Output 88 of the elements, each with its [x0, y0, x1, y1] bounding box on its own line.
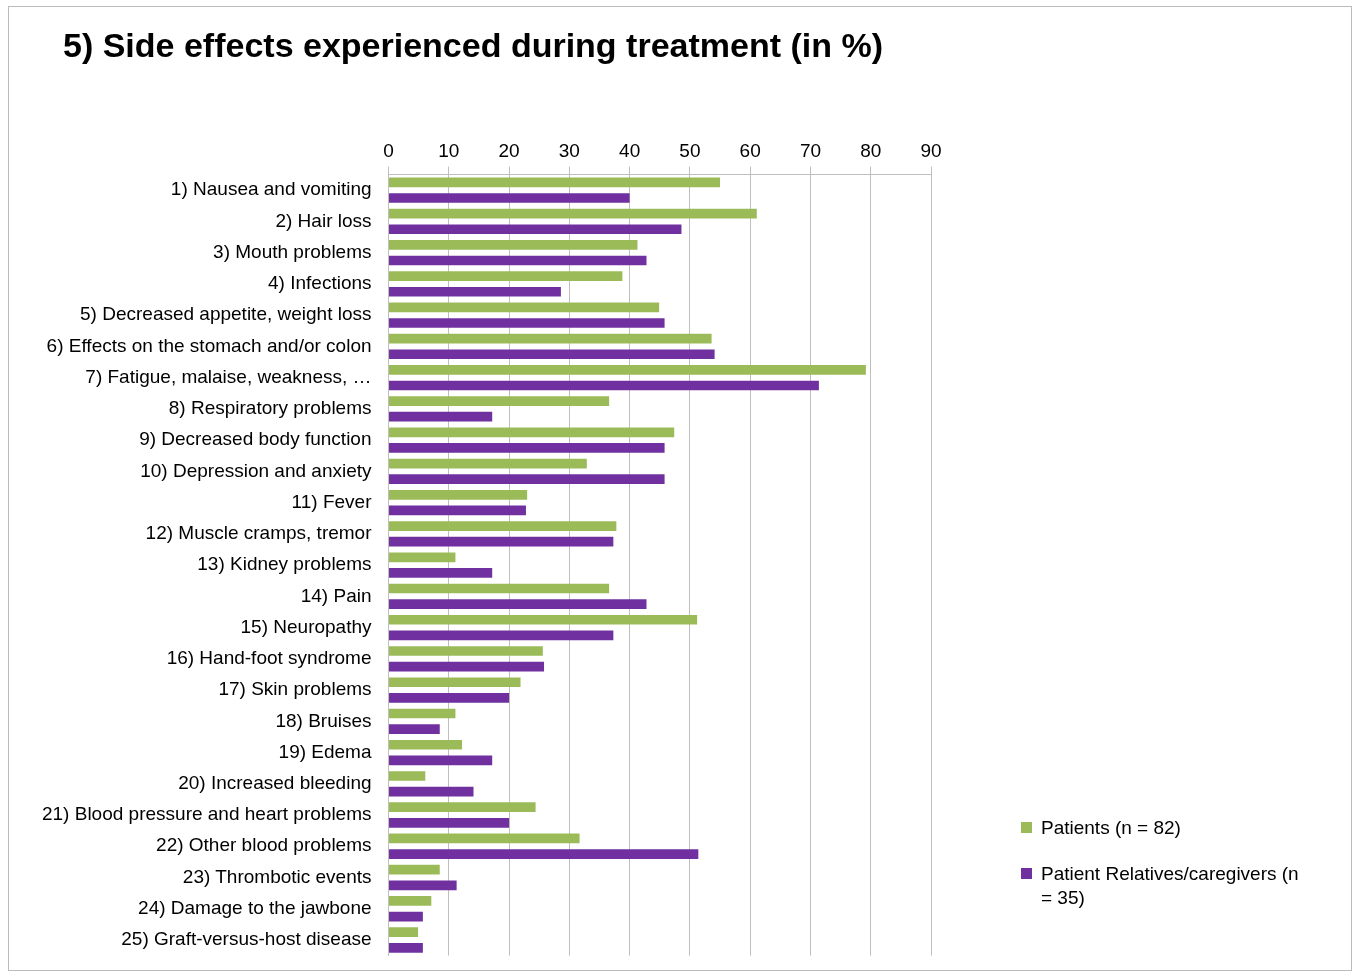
y-tick-label: 1) Nausea and vomiting — [170, 178, 372, 200]
bar — [389, 474, 665, 485]
bar — [389, 458, 587, 469]
bar — [389, 911, 423, 922]
bar — [389, 708, 456, 719]
y-tick-label: 12) Muscle cramps, tremor — [145, 522, 373, 544]
bar — [389, 896, 432, 906]
y-tick-label: 25) Graft-versus-host disease — [121, 928, 372, 950]
bar — [389, 568, 493, 578]
bar — [389, 864, 440, 875]
y-tick-label: 20) Increased bleeding — [178, 772, 372, 794]
x-tick-label: 20 — [498, 140, 520, 162]
bar — [389, 443, 665, 453]
bar — [389, 396, 610, 406]
bar — [389, 208, 757, 219]
bar — [389, 927, 419, 938]
bar — [389, 630, 614, 641]
bar — [389, 286, 561, 297]
bar — [389, 771, 426, 781]
y-tick-label: 4) Infections — [268, 272, 372, 294]
bar — [389, 880, 457, 891]
y-tick-label: 16) Hand-foot syndrome — [166, 647, 372, 669]
bar — [389, 411, 493, 422]
bar — [389, 318, 665, 328]
x-tick-label: 90 — [920, 140, 942, 162]
bar — [389, 489, 528, 500]
bar — [389, 677, 521, 688]
y-tick-label: 19) Edema — [278, 740, 372, 762]
bar — [389, 646, 543, 656]
x-tick-label: 70 — [799, 140, 822, 162]
bar — [389, 849, 699, 859]
y-tick-label: 24) Damage to the jawbone — [138, 896, 372, 918]
bar — [389, 583, 610, 594]
bar — [389, 755, 493, 766]
x-tick-label: 50 — [679, 140, 701, 162]
bar — [389, 521, 617, 531]
chart-title: 5) Side effects experienced during treatment (in %) — [63, 25, 883, 64]
x-tick-label: 0 — [383, 140, 394, 162]
y-tick-label: 9) Decreased body function — [139, 428, 372, 450]
bar — [389, 599, 647, 609]
bar — [389, 193, 630, 203]
y-tick-label: 23) Thrombotic events — [182, 865, 372, 887]
bar — [389, 724, 440, 734]
y-tick-label: 13) Kidney problems — [197, 553, 372, 575]
x-tick-label: 10 — [438, 140, 460, 162]
y-tick-label: 14) Pain — [300, 584, 372, 606]
y-tick-label: 10) Depression and anxiety — [140, 459, 373, 481]
bar — [389, 942, 423, 953]
bar — [389, 661, 545, 672]
bar — [389, 739, 463, 750]
x-tick-label: 80 — [860, 140, 882, 162]
bar — [389, 614, 698, 625]
bar — [389, 333, 712, 344]
bar — [389, 536, 614, 547]
bar — [389, 349, 715, 360]
y-tick-label: 11) Fever — [291, 490, 373, 512]
bar — [389, 224, 682, 235]
bar — [389, 365, 866, 375]
bar — [389, 240, 638, 250]
bar — [389, 552, 456, 563]
bar — [389, 255, 647, 266]
y-tick-label: 15) Neuropathy — [240, 615, 373, 637]
y-tick-label: 8) Respiratory problems — [168, 397, 372, 419]
bar — [389, 177, 721, 188]
y-tick-label: 7) Fatigue, malaise, weakness, … — [85, 365, 372, 387]
bar — [389, 802, 536, 813]
bar — [389, 693, 510, 703]
bar — [389, 427, 675, 438]
y-tick-label: 5) Decreased appetite, weight loss — [80, 303, 372, 325]
bar — [389, 271, 623, 281]
x-tick-label: 40 — [619, 140, 641, 162]
y-tick-label: 21) Blood pressure and heart problems — [41, 803, 372, 825]
bar — [389, 833, 580, 844]
x-tick-label: 30 — [558, 140, 580, 162]
bar — [389, 505, 526, 516]
bar — [389, 786, 474, 797]
x-tick-label: 60 — [739, 140, 761, 162]
y-tick-label: 22) Other blood problems — [156, 834, 372, 856]
y-tick-label: 18) Bruises — [275, 709, 372, 731]
y-tick-label: 6) Effects on the stomach and/or colon — [46, 334, 372, 356]
legend-label: Patient Relatives/caregivers (n = 35) — [1041, 862, 1300, 910]
bar — [389, 817, 510, 828]
bar — [389, 302, 660, 313]
y-tick-label: 3) Mouth problems — [213, 240, 372, 262]
y-tick-label: 17) Skin problems — [218, 678, 372, 700]
bar — [389, 380, 819, 391]
y-tick-label: 2) Hair loss — [275, 209, 372, 231]
legend-label: Patients (n = 82) — [1041, 816, 1181, 840]
